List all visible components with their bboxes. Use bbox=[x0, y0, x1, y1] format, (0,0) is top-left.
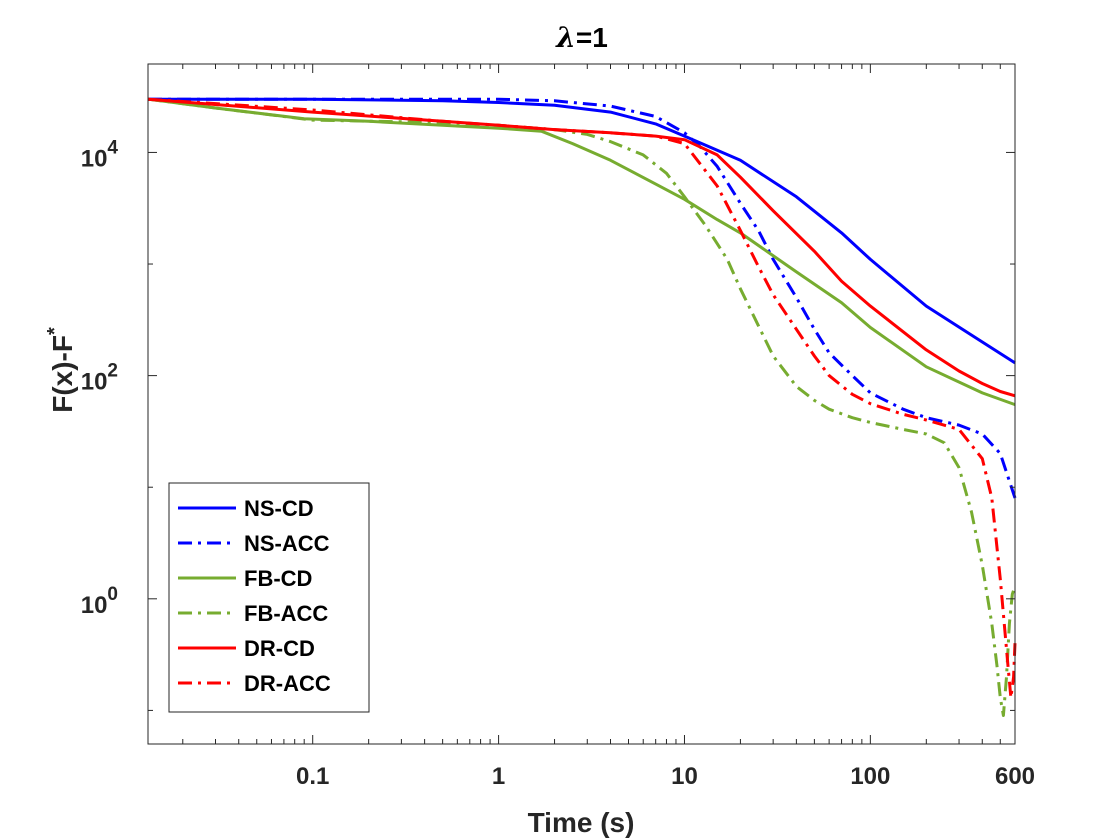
y-tick-label: 102 bbox=[81, 361, 118, 396]
y-tick-label-exp: 2 bbox=[107, 361, 118, 382]
x-tick-label: 0.1 bbox=[296, 763, 329, 790]
y-axis-label-sup: * bbox=[44, 327, 66, 335]
series-line-fb-cd bbox=[147, 97, 1016, 407]
legend-box bbox=[168, 482, 370, 713]
chart-title-rest: =1 bbox=[576, 22, 608, 53]
x-tick-label: 100 bbox=[850, 763, 890, 790]
x-axis-label: Time (s) bbox=[528, 807, 635, 838]
y-tick-label-base: 10 bbox=[81, 145, 108, 172]
series-line-ns-acc bbox=[148, 97, 1017, 499]
legend: NS-CD NS-ACC FB-CD FB-ACC DR-CD DR-ACC bbox=[168, 482, 370, 713]
y-axis-label: F(x)-F* bbox=[44, 327, 78, 413]
y-tick-label: 100 bbox=[81, 584, 118, 619]
y-tick-label-base: 10 bbox=[81, 369, 108, 396]
chart-title-symbol: λ bbox=[555, 21, 576, 54]
x-tick-label: 10 bbox=[671, 763, 698, 790]
y-tick-label-base: 10 bbox=[81, 592, 108, 619]
chart-title: λ=1 bbox=[555, 21, 608, 54]
legend-label-dr-acc: DR-ACC bbox=[244, 671, 331, 696]
x-tick-label: 600 bbox=[995, 763, 1035, 790]
series-line-ns-cd bbox=[148, 97, 1016, 365]
x-tick-label: 1 bbox=[492, 763, 505, 790]
plot-frame bbox=[147, 63, 1016, 745]
y-tick-label: 104 bbox=[81, 137, 119, 172]
legend-label-ns-acc: NS-ACC bbox=[244, 531, 330, 556]
legend-label-dr-cd: DR-CD bbox=[244, 636, 315, 661]
legend-label-ns-cd: NS-CD bbox=[244, 496, 314, 521]
y-axis-label-main: F(x)-F bbox=[47, 335, 78, 413]
y-tick-label-exp: 4 bbox=[107, 137, 118, 158]
series-line-fb-acc bbox=[147, 97, 1017, 717]
legend-label-fb-cd: FB-CD bbox=[244, 566, 312, 591]
series-line-dr-acc bbox=[147, 97, 1017, 700]
legend-label-fb-acc: FB-ACC bbox=[244, 601, 328, 626]
y-tick-label-exp: 0 bbox=[107, 584, 118, 605]
series-layer bbox=[147, 97, 1017, 717]
